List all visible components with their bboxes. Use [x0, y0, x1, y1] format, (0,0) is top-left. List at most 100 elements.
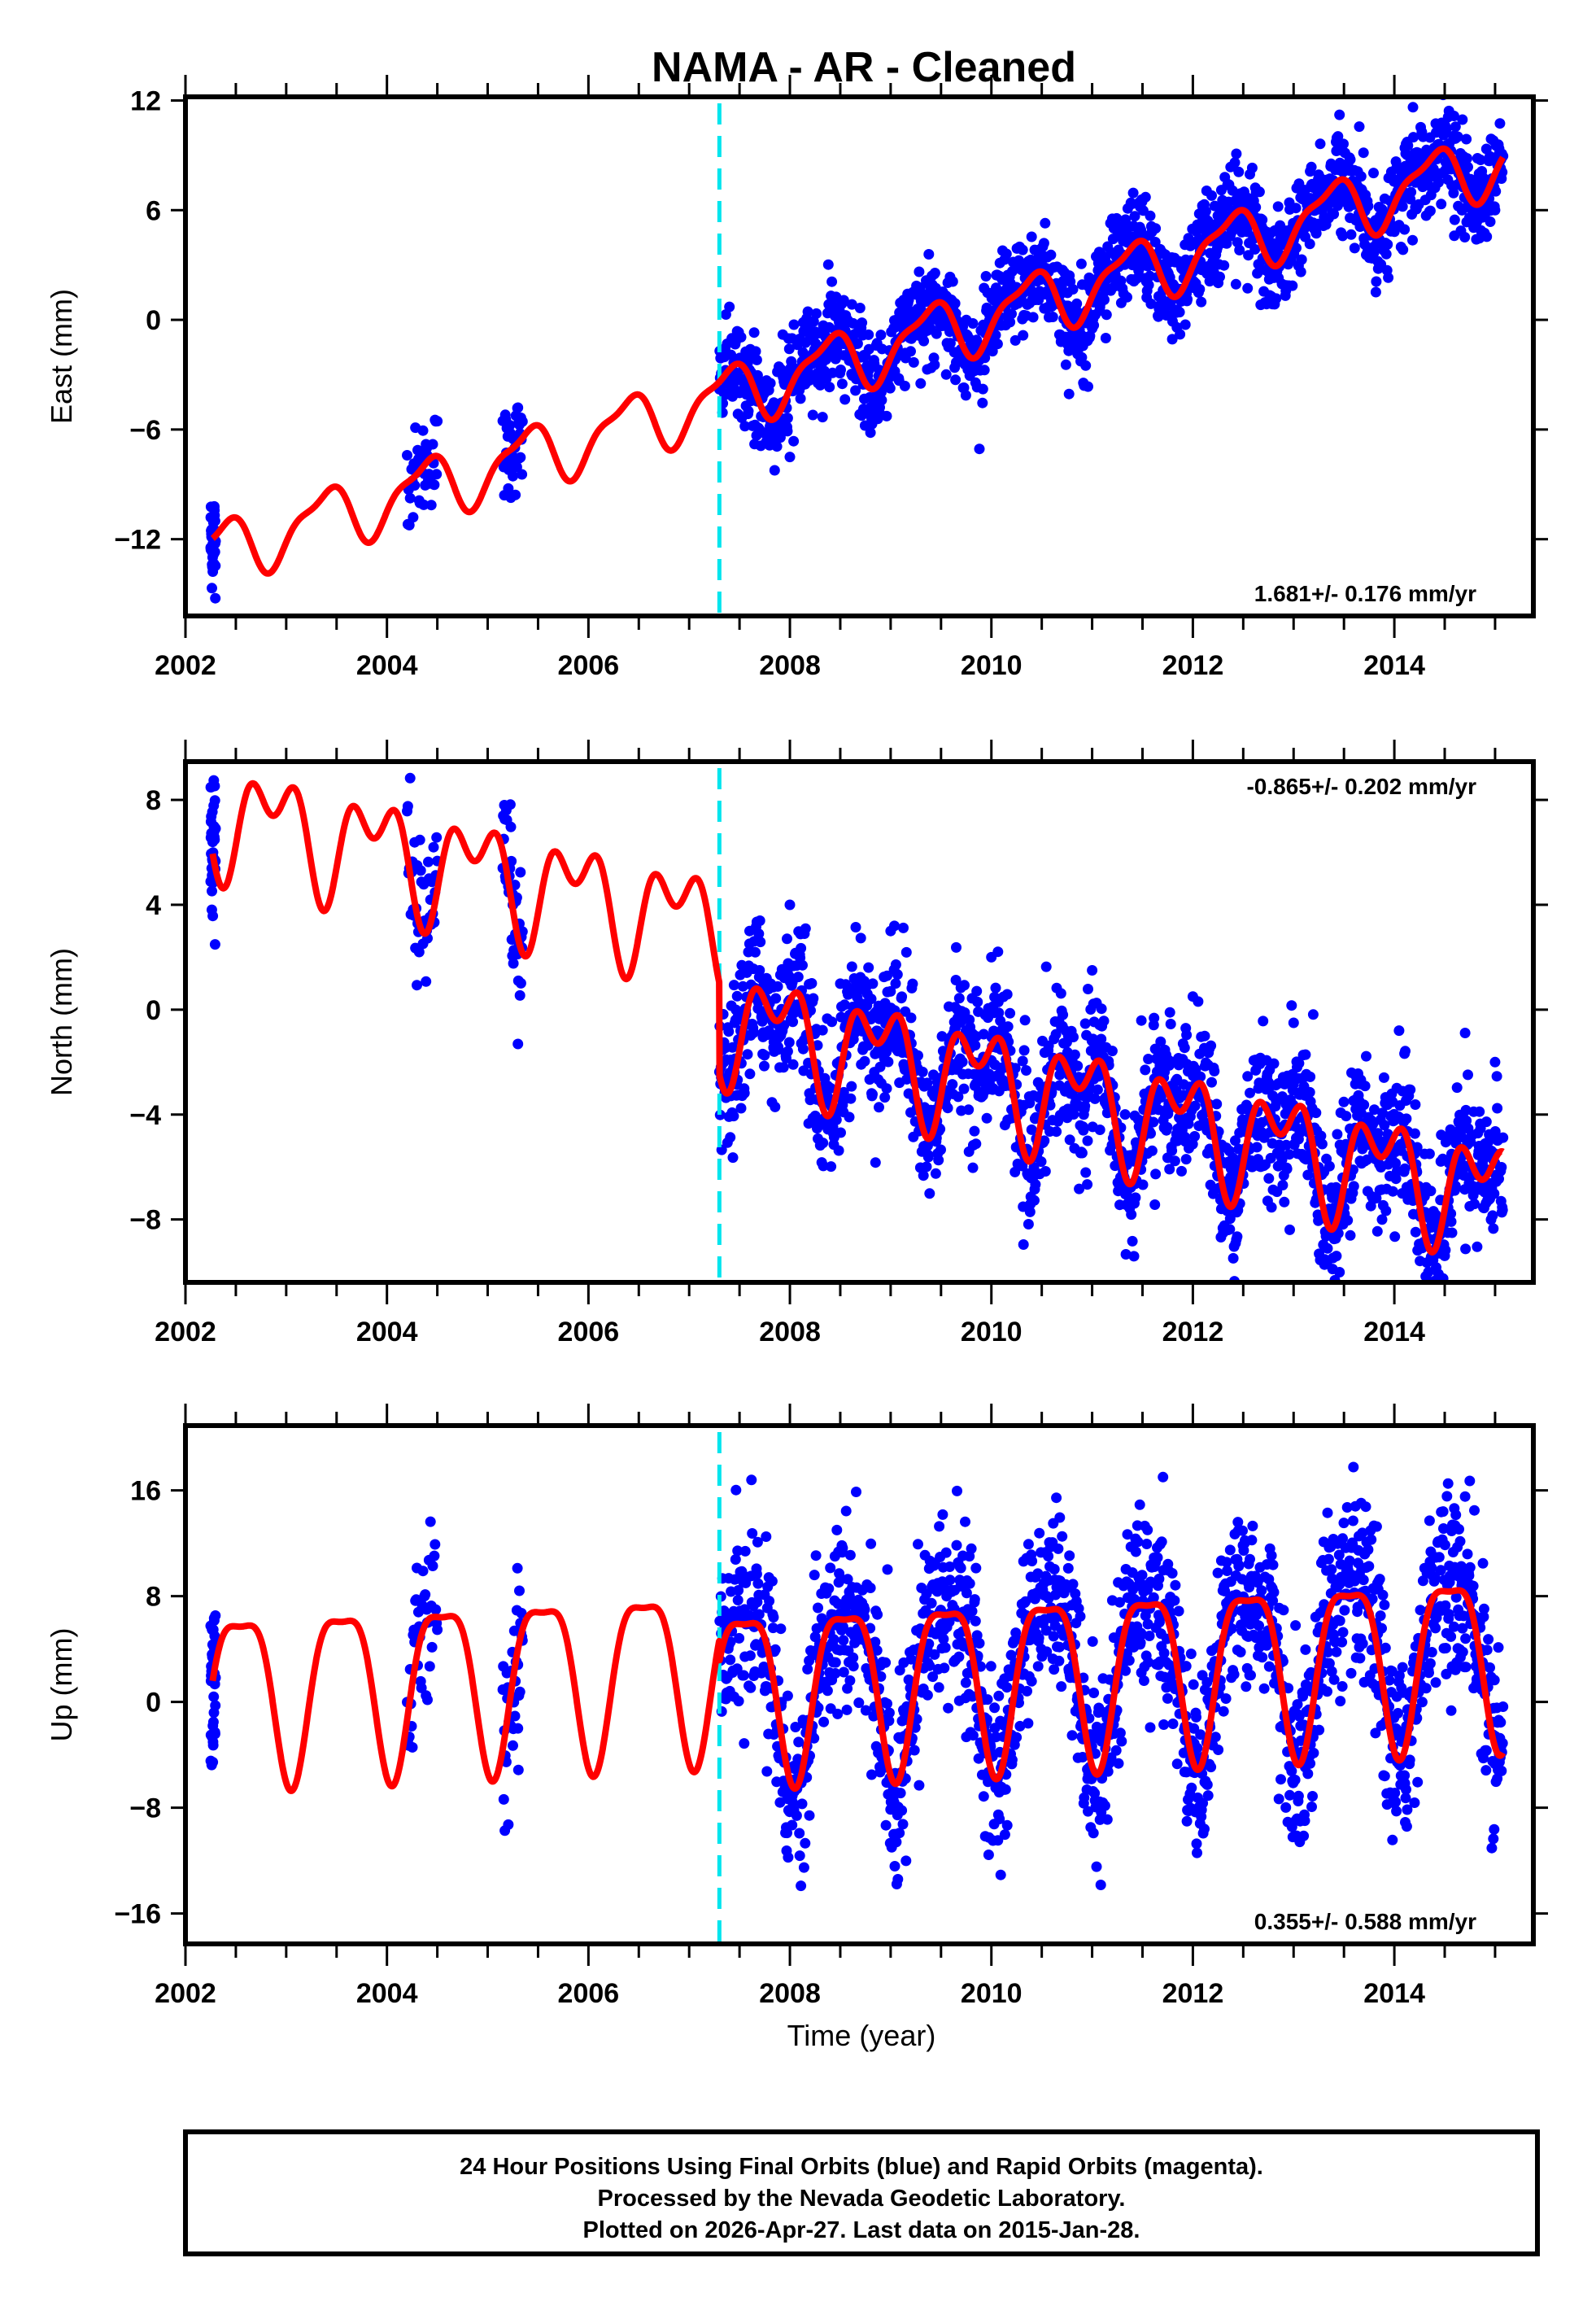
data-point [969, 1594, 980, 1605]
data-point [1087, 965, 1098, 976]
data-point [1189, 1131, 1201, 1142]
x-tick-label: 2014 [1363, 650, 1425, 681]
data-point [1332, 1129, 1343, 1140]
data-point [836, 378, 848, 390]
data-point [1023, 1718, 1034, 1729]
data-point [769, 465, 780, 476]
data-point [431, 469, 443, 480]
data-point [209, 1728, 220, 1740]
data-point [1018, 330, 1029, 341]
data-point [209, 515, 220, 526]
data-point [744, 925, 755, 937]
data-point [1345, 1229, 1356, 1241]
data-point [420, 1589, 431, 1601]
data-point [734, 1632, 745, 1644]
data-point [891, 1837, 902, 1848]
data-point [512, 1562, 523, 1574]
data-point [909, 1745, 920, 1756]
data-point [960, 390, 971, 401]
data-point [210, 560, 221, 571]
data-point [1131, 273, 1142, 285]
data-point [761, 1531, 772, 1542]
data-point [924, 1188, 935, 1199]
data-point [503, 1819, 514, 1830]
data-point [935, 1144, 946, 1155]
data-point [952, 1485, 962, 1496]
data-point [1397, 201, 1408, 212]
data-point [1043, 1551, 1054, 1561]
data-point [738, 1670, 749, 1681]
data-point [959, 980, 970, 991]
data-point [1310, 228, 1322, 239]
data-point [944, 338, 956, 349]
data-point [508, 470, 518, 482]
data-point [1232, 1231, 1243, 1243]
data-point [207, 1757, 219, 1768]
data-point [892, 1874, 904, 1885]
data-point [422, 1694, 433, 1705]
data-point [1288, 1017, 1299, 1029]
data-point [865, 427, 876, 439]
data-point [808, 993, 819, 1004]
data-point [951, 1540, 962, 1551]
data-point [870, 1157, 881, 1168]
data-point [1410, 1226, 1421, 1238]
data-point [876, 395, 887, 406]
data-point [778, 1062, 789, 1073]
data-point [817, 1024, 828, 1036]
data-point [872, 1609, 883, 1620]
data-point [732, 1595, 743, 1605]
data-point [1060, 359, 1071, 370]
data-point [1166, 1145, 1178, 1156]
data-point [1018, 1239, 1029, 1250]
data-point [207, 543, 218, 554]
data-point [835, 1127, 846, 1138]
data-point [1230, 1305, 1241, 1316]
data-point [1206, 1040, 1217, 1051]
data-point [1099, 294, 1110, 305]
data-point [970, 1562, 982, 1574]
data-point [1498, 1132, 1509, 1143]
data-point [1401, 1113, 1412, 1125]
data-point [783, 1037, 795, 1048]
data-point [403, 519, 415, 531]
data-point [725, 1654, 736, 1666]
data-point [896, 1805, 908, 1816]
data-point [1491, 1071, 1502, 1082]
data-point [1307, 1009, 1319, 1020]
data-point [826, 1161, 837, 1173]
data-point [1055, 988, 1066, 999]
east-rate-label: 1.681+/- 0.176 mm/yr [1254, 581, 1476, 606]
data-point [885, 925, 896, 937]
data-point [993, 1690, 1005, 1701]
data-point [1089, 1093, 1101, 1104]
data-point [899, 380, 910, 391]
data-point [978, 1791, 989, 1802]
data-point [914, 1780, 925, 1791]
data-point [840, 1505, 852, 1517]
data-point [1092, 1084, 1103, 1095]
data-point [918, 335, 930, 347]
data-point [1457, 114, 1468, 125]
data-point [859, 1055, 870, 1067]
data-point [402, 450, 412, 461]
data-point [771, 441, 783, 452]
data-point [210, 592, 221, 604]
data-point [1182, 294, 1193, 305]
data-point [1485, 216, 1496, 227]
data-point [1358, 1099, 1370, 1111]
data-point [1017, 244, 1028, 255]
data-point [1030, 1179, 1041, 1190]
data-point [1136, 1015, 1147, 1026]
data-point [1029, 1194, 1040, 1206]
data-point [1206, 190, 1217, 201]
data-point [1082, 1179, 1093, 1190]
data-point [514, 1686, 525, 1697]
data-point [1494, 118, 1506, 129]
data-point [796, 1880, 807, 1892]
data-point [1463, 161, 1473, 173]
data-point [515, 867, 526, 878]
data-point [822, 259, 834, 270]
data-point [1026, 231, 1037, 242]
data-point [782, 426, 793, 437]
